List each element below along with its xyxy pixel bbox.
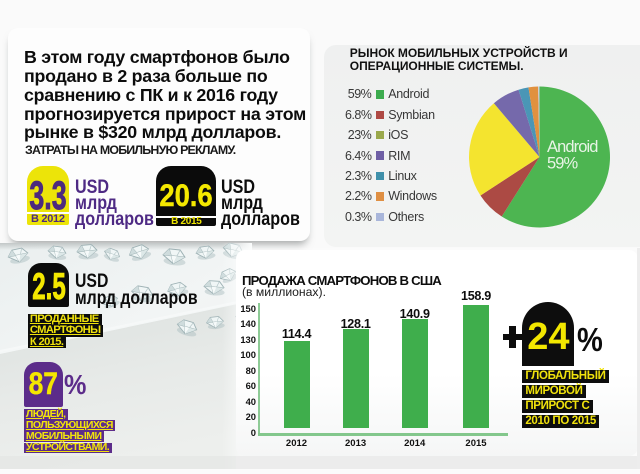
svg-text:Android: Android (547, 138, 598, 156)
svg-text:59%: 59% (547, 155, 579, 173)
